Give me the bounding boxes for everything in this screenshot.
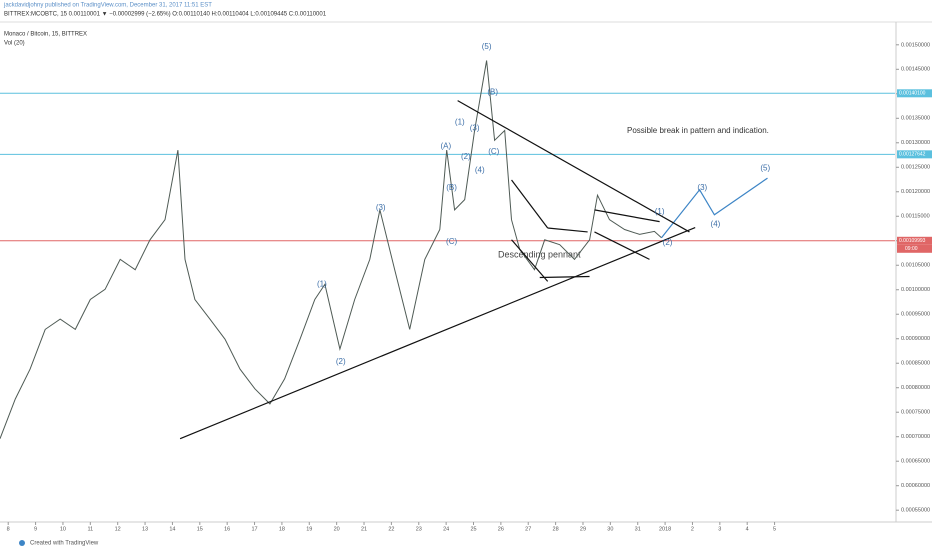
- wave-label: (1): [455, 117, 465, 126]
- x-tick-label: 16: [224, 526, 230, 532]
- x-tick-label: 20: [334, 526, 340, 532]
- y-tick-label: 0.00100000: [901, 287, 930, 293]
- x-tick-label: 14: [169, 526, 175, 532]
- y-tick-label: 0.00090000: [901, 336, 930, 342]
- trend-line: [457, 100, 690, 233]
- level-label: 0.00109993: [899, 238, 926, 244]
- y-tick-label: 0.00070000: [901, 434, 930, 440]
- x-tick-label: 2018: [659, 526, 671, 532]
- trend-line: [511, 179, 549, 229]
- x-tick-label: 26: [498, 526, 504, 532]
- x-tick-label: 25: [470, 526, 476, 532]
- x-tick-label: 30: [607, 526, 613, 532]
- level-label: 0.00127642: [899, 152, 926, 158]
- y-tick-label: 0.00055000: [901, 508, 930, 514]
- y-tick-label: 0.00115000: [901, 214, 930, 220]
- trend-line: [594, 231, 650, 260]
- x-tick-label: 5: [773, 526, 776, 532]
- volume-title: Vol (20): [4, 41, 25, 47]
- wave-label: (2): [461, 152, 471, 161]
- trend-line: [179, 226, 696, 440]
- logo: [19, 540, 25, 546]
- symbol-line: BITTREX:MCOBTC, 15 0.00110001 ▼ −0.00002…: [4, 12, 327, 18]
- x-tick-label: 23: [416, 526, 422, 532]
- trend-line: [539, 275, 590, 279]
- y-tick-label: 0.00150000: [901, 42, 930, 48]
- y-tick-label: 0.00105000: [901, 263, 930, 269]
- y-tick-label: 0.00135000: [901, 116, 930, 122]
- level-label-bg: [897, 150, 932, 159]
- wave-label: (4): [475, 165, 485, 174]
- y-tick-label: 0.00065000: [901, 459, 930, 465]
- x-tick-label: 18: [279, 526, 285, 532]
- wave-label: (B): [487, 87, 498, 96]
- y-tick-label: 0.00145000: [901, 67, 930, 73]
- x-tick-label: 12: [115, 526, 121, 532]
- price-line: [0, 60, 662, 439]
- wave-label: (5): [760, 163, 770, 172]
- trend-line: [594, 209, 660, 223]
- countdown-bg: [897, 244, 932, 253]
- x-tick-label: 15: [197, 526, 203, 532]
- wave-label: (1): [655, 207, 665, 216]
- countdown: 09:00: [905, 246, 918, 252]
- x-tick-label: 31: [635, 526, 641, 532]
- wave-label: (3): [376, 203, 386, 212]
- trend-line: [547, 227, 588, 233]
- x-tick-label: 21: [361, 526, 367, 532]
- x-tick-label: 24: [443, 526, 449, 532]
- x-tick-label: 29: [580, 526, 586, 532]
- x-tick-label: 10: [60, 526, 66, 532]
- y-tick-label: 0.00085000: [901, 361, 930, 367]
- y-tick-label: 0.00095000: [901, 312, 930, 318]
- x-tick-label: 28: [553, 526, 559, 532]
- x-tick-label: 2: [691, 526, 694, 532]
- wave-label: (3): [470, 124, 480, 133]
- x-tick-label: 22: [388, 526, 394, 532]
- y-tick-label: 0.00120000: [901, 189, 930, 195]
- wave-label: (2): [663, 238, 673, 247]
- y-tick-label: 0.00125000: [901, 165, 930, 171]
- wave-label: (3): [697, 183, 707, 192]
- wave-label: (5): [482, 42, 492, 51]
- x-tick-label: 11: [87, 526, 93, 532]
- publisher: jackdavidjohny published on TradingView.…: [3, 3, 212, 9]
- wave-label: (B): [446, 183, 457, 192]
- wave-label: (A): [441, 141, 452, 150]
- level-label-bg: [897, 236, 932, 245]
- wave-label: (1): [317, 279, 327, 288]
- x-tick-label: 13: [142, 526, 148, 532]
- level-label: 0.00140100: [899, 91, 926, 97]
- wave-label: (4): [711, 220, 721, 229]
- x-tick-label: 9: [34, 526, 37, 532]
- x-tick-label: 8: [7, 526, 10, 532]
- annotation: Possible break in pattern and indication…: [627, 126, 769, 135]
- footer: Created with TradingView: [30, 541, 99, 547]
- wave-label: (C): [446, 237, 457, 246]
- x-tick-label: 3: [718, 526, 721, 532]
- x-tick-label: 19: [306, 526, 312, 532]
- y-tick-label: 0.00075000: [901, 410, 930, 416]
- trend-line: [511, 239, 549, 282]
- price-line: [661, 177, 768, 239]
- wave-label: (2): [336, 357, 346, 366]
- y-tick-label: 0.00080000: [901, 385, 930, 391]
- wave-label: (C): [488, 147, 499, 156]
- x-tick-label: 27: [525, 526, 531, 532]
- pane-title: Monaco / Bitcoin, 15, BITTREX: [4, 32, 87, 38]
- level-label-bg: [897, 89, 932, 98]
- x-tick-label: 4: [746, 526, 749, 532]
- y-tick-label: 0.00060000: [901, 483, 930, 489]
- x-tick-label: 17: [251, 526, 257, 532]
- y-tick-label: 0.00130000: [901, 140, 930, 146]
